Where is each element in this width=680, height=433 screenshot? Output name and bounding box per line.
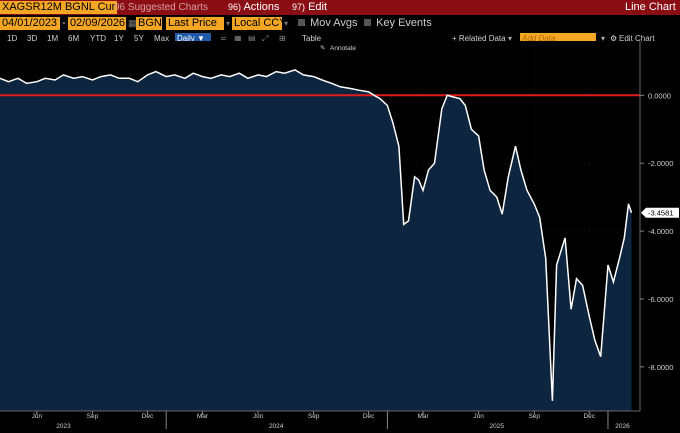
add-data-dropdown-icon[interactable]: ▾ [601,34,606,43]
date-separator: - [62,17,66,29]
x-axis: Jun Sep Dec Mar Jun Sep Dec Mar Jun Sep Dec 2023 202… [0,410,640,430]
checkbox-icon [364,19,371,26]
range-3d[interactable]: 3D [27,34,38,43]
settings-icon[interactable]: ⚙ [610,34,618,43]
suggested-charts-menu[interactable]: 96 Suggested Charts [112,1,210,14]
currency-dropdown-icon[interactable]: ▾ [284,19,289,28]
annotate-label: Annotate [330,45,356,52]
range-ytd[interactable]: YTD [90,34,106,43]
x-tick-label: Sep [528,413,540,420]
x-tick-label: Dec [583,413,595,420]
field-selector[interactable]: Last Price [166,17,224,30]
ticker-field[interactable]: XAGSR12M BGNL Cur [0,1,118,14]
x-tick-label: Mar [417,413,429,420]
table-button[interactable]: Table [302,34,322,43]
x-tick-label: Sep [87,413,99,420]
x-tick-label: Jun [253,413,264,420]
field-dropdown-icon[interactable]: ▾ [226,19,231,28]
actions-menu[interactable]: 96) Actions [226,1,282,14]
x-tick-label: Jun [32,413,43,420]
year-label: 2026 [615,423,630,430]
controls-bar: 04/01/2023 - 02/09/2026 ▦ BGNL Last Pric… [0,15,680,31]
suggested-charts-label: Suggested Charts [127,2,208,13]
year-label: 2025 [490,423,505,430]
title-toolbar: XAGSR12M BGNL Cur 96 Suggested Charts 96… [0,0,680,15]
price-chart[interactable]: 0.0000 -2.0000 -4.0000 -6.0000 -8.0000 Jun Se… [0,41,680,433]
range-bar: 1D 3D 1M 6M YTD 1Y 5Y Max Daily ▼ ⋍ ▦ ▤ … [0,31,680,44]
start-date-field[interactable]: 04/01/2023 [0,17,60,30]
expand-icon[interactable]: ⤢ [262,34,269,43]
y-tick-label: -2.0000 [648,159,673,168]
x-tick-label: Dec [142,413,154,420]
last-value-label: -3.4581 [648,209,673,218]
series-line [0,69,633,401]
line-style-icon[interactable]: ⋍ [220,34,227,43]
frequency-selector[interactable]: Daily ▼ [175,33,211,44]
series-area [0,69,632,412]
calendar-icon[interactable]: ▦ [128,18,137,28]
edit-chart-button[interactable]: Edit Chart [619,34,655,43]
end-date-field[interactable]: 02/09/2026 [68,17,126,30]
related-data-button[interactable]: + Related Data [452,34,506,43]
y-tick-label: -8.0000 [648,363,673,372]
x-tick-label: Mar [197,413,209,420]
add-data-input[interactable]: Add Data [520,33,596,44]
bar-style-icon[interactable]: ▦ [234,34,242,43]
year-label: 2023 [56,423,71,430]
y-axis: 0.0000 -2.0000 -4.0000 -6.0000 -8.0000 [639,41,673,411]
y-tick-label: 0.0000 [648,91,671,100]
chart-type-label: Line Chart [625,1,676,13]
range-max[interactable]: Max [154,34,170,43]
x-tick-label: Sep [308,413,320,420]
suggested-number: 96 [114,2,126,13]
source-field[interactable]: BGNL [136,17,168,30]
annotate-icon: ✎ [320,45,326,52]
key-events-label: Key Events [376,17,432,29]
range-1y[interactable]: 1Y [114,34,124,43]
y-tick-label: -4.0000 [648,227,673,236]
x-tick-label: Dec [363,413,375,420]
y-tick-label: -6.0000 [648,295,673,304]
edit-number: 97) [292,2,306,12]
edit-label: Edit [308,1,328,13]
range-5y[interactable]: 5Y [134,34,144,43]
last-value-tag [641,207,679,218]
actions-label: Actions [243,1,280,13]
grid-icon[interactable]: ▤ [248,34,256,43]
checkbox-icon [298,19,305,26]
actions-number: 96) [228,2,242,12]
related-dropdown-icon[interactable]: ▾ [508,34,513,43]
table-icon[interactable]: ⊞ [279,34,286,43]
range-1m[interactable]: 1M [47,34,59,43]
mov-avgs-label: Mov Avgs [310,17,358,29]
last-value-marker: -3.4581 [641,207,679,218]
year-label: 2024 [269,423,284,430]
range-1d[interactable]: 1D [7,34,18,43]
annotate-button[interactable]: ✎ Annotate [320,45,356,52]
currency-selector[interactable]: Local CCY [232,17,287,30]
range-6m[interactable]: 6M [68,34,80,43]
edit-menu[interactable]: 97) Edit [290,1,329,14]
mov-avgs-toggle[interactable]: Mov Avgs [296,17,360,30]
x-tick-label: Jun [473,413,484,420]
key-events-toggle[interactable]: Key Events [362,17,434,30]
